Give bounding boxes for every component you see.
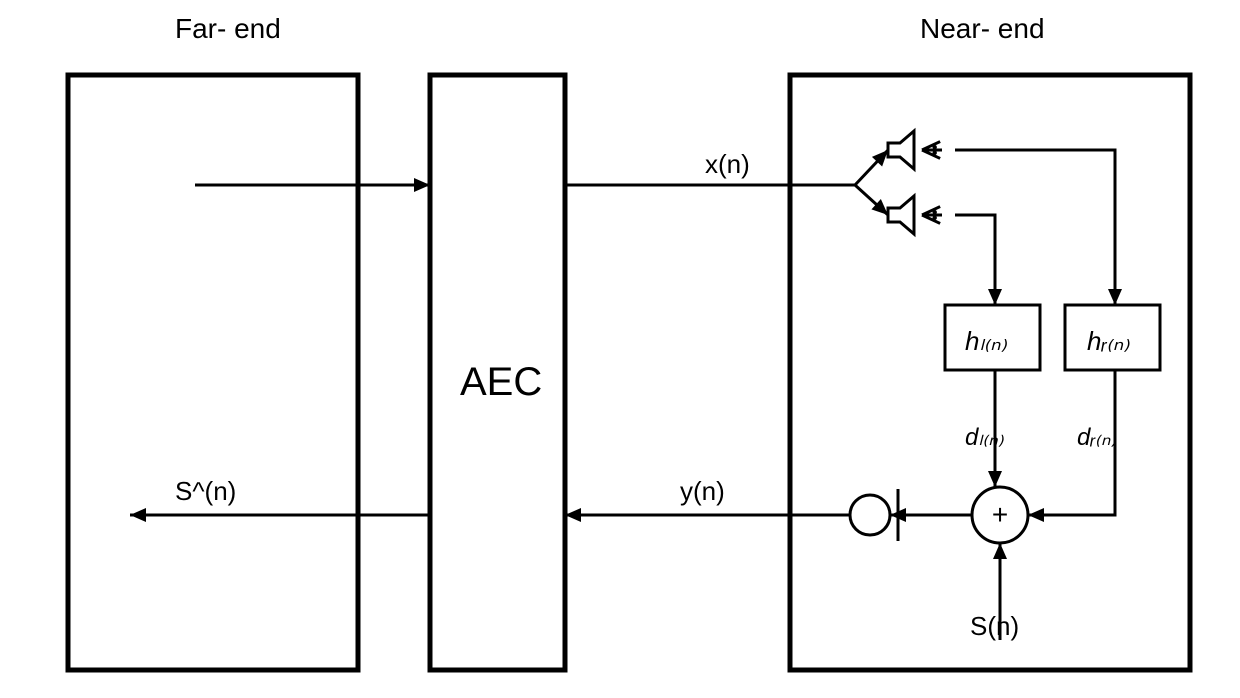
summing-plus: + bbox=[992, 499, 1008, 530]
far-box bbox=[68, 75, 358, 670]
label-sn: S(n) bbox=[970, 611, 1019, 641]
label-xn: x(n) bbox=[705, 149, 750, 179]
near-box bbox=[790, 75, 1190, 670]
title-near-end: Near- end bbox=[920, 13, 1045, 44]
label-dr: dᵣ₍ₙ₎ bbox=[1077, 424, 1117, 451]
aec-label: AEC bbox=[460, 360, 542, 404]
title-far-end: Far- end bbox=[175, 13, 281, 44]
label-hl: hₗ₍ₙ₎ bbox=[965, 326, 1008, 356]
label-hr: hᵣ₍ₙ₎ bbox=[1087, 326, 1130, 356]
label-yn: y(n) bbox=[680, 476, 725, 506]
mic-icon bbox=[850, 495, 890, 535]
label-shat: S^(n) bbox=[175, 476, 236, 506]
label-dl: dₗ₍ₙ₎ bbox=[965, 424, 1005, 451]
